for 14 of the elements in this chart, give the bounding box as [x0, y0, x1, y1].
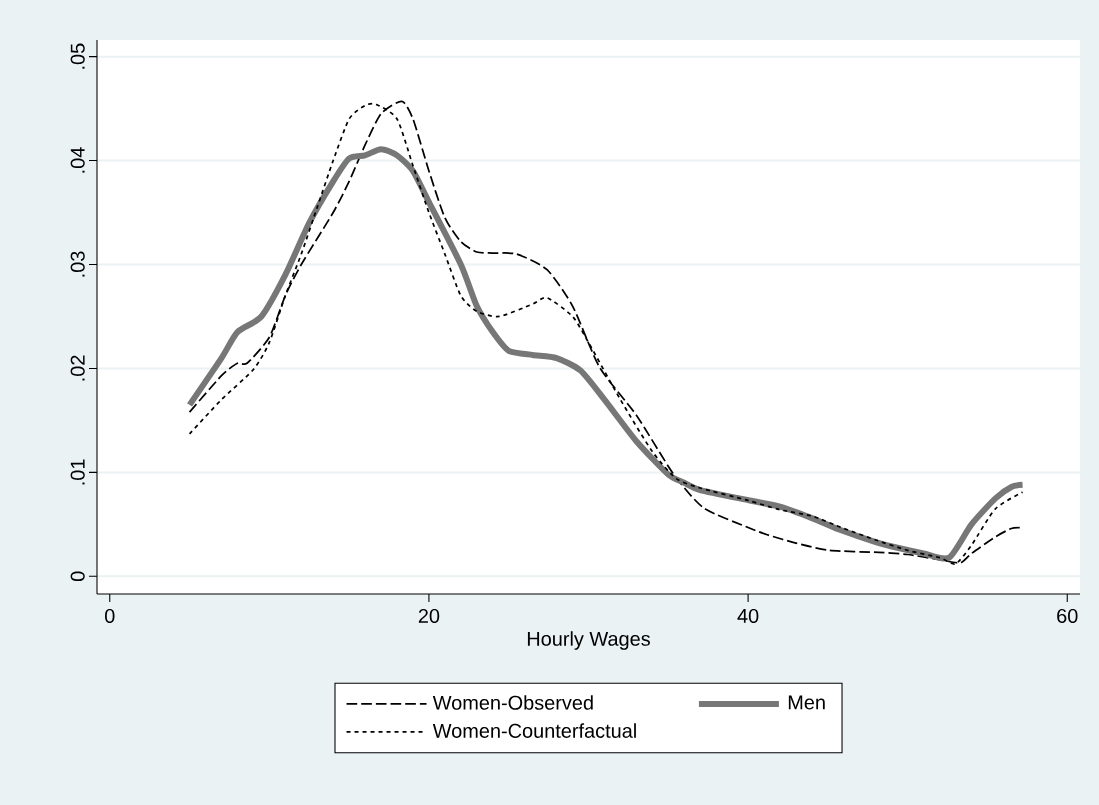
x-tick-label: 40 — [737, 608, 759, 624]
y-tick-label: .02 — [70, 355, 85, 381]
x-tick-label: 0 — [105, 608, 115, 624]
y-tick-label: .03 — [70, 251, 85, 277]
legend-label: Men — [788, 695, 825, 710]
x-tick-label: 60 — [1057, 608, 1078, 624]
x-tick-label: 20 — [418, 608, 440, 624]
legend-label: Women-Counterfactual — [432, 723, 636, 738]
x-axis-title: Hourly Wages — [527, 631, 650, 650]
y-tick-label: .01 — [70, 459, 85, 485]
y-tick-label: .05 — [70, 43, 85, 69]
y-tick-label: 0 — [70, 571, 85, 582]
y-tick-label: .04 — [70, 147, 85, 173]
legend-label: Women-Observed — [432, 695, 593, 710]
